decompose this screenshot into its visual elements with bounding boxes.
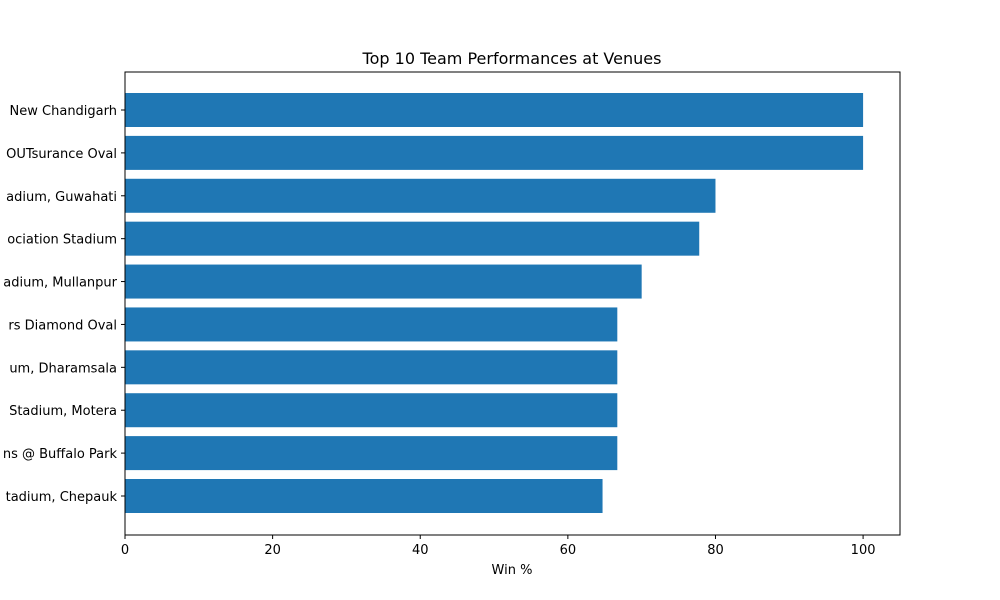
y-tick-label-3: ociation Stadium [7, 233, 117, 248]
bar-6 [125, 350, 618, 385]
y-tick-label-1: OUTsurance Oval [6, 147, 117, 162]
bar-1 [125, 135, 864, 170]
bar-4 [125, 264, 642, 299]
bar-3 [125, 221, 700, 256]
y-tick-label-7: Stadium, Motera [9, 404, 117, 419]
plot-area-frame [124, 71, 901, 536]
x-tick-label-0: 0 [121, 543, 129, 558]
y-tick-label-5: rs Diamond Oval [8, 318, 117, 333]
x-tick-label-1: 20 [264, 543, 281, 558]
y-tick-label-9: tadium, Chepauk [6, 490, 118, 505]
x-axis-ticks: 0 20 40 60 80 100 [121, 535, 876, 558]
bar-7 [125, 393, 618, 428]
x-tick-label-3: 60 [560, 543, 577, 558]
bar-0 [125, 93, 864, 127]
y-tick-label-8: ns @ Buffalo Park [3, 447, 118, 462]
x-tick-label-5: 100 [851, 543, 876, 558]
x-tick-label-4: 80 [707, 543, 724, 558]
bar-2 [125, 178, 716, 213]
y-tick-label-0: New Chandigarh [10, 104, 117, 119]
x-tick-label-2: 40 [412, 543, 429, 558]
bar-5 [125, 307, 618, 342]
y-tick-label-4: adium, Mullanpur [3, 276, 117, 291]
y-tick-label-2: adium, Guwahati [6, 190, 117, 205]
y-axis-ticks: New Chandigarh OUTsurance Oval adium, Guwa… [3, 104, 125, 505]
bars-group [125, 93, 864, 513]
bar-8 [125, 436, 618, 471]
x-axis-label: Win % [492, 563, 533, 578]
bar-9 [125, 479, 603, 513]
chart-title: Top 10 Team Performances at Venues [362, 49, 662, 68]
y-tick-label-6: um, Dharamsala [9, 361, 117, 376]
